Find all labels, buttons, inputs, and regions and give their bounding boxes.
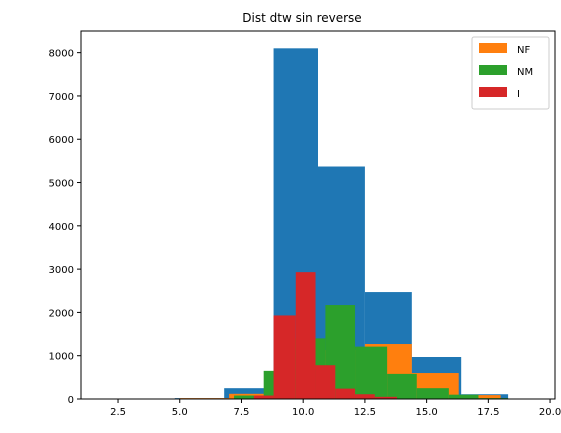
y-tick-label: 6000	[49, 135, 74, 146]
legend-swatch-i	[479, 87, 507, 97]
y-tick-label: 0	[68, 395, 74, 406]
legend-swatch-nm	[479, 65, 507, 75]
chart-title: Dist dtw sin reverse	[242, 11, 361, 25]
bar-nm-7	[416, 388, 449, 399]
y-tick-label: 4000	[49, 222, 74, 233]
x-tick-label: 7.5	[234, 407, 250, 418]
bar-nm-1	[234, 395, 264, 399]
bar-nm-5	[355, 346, 388, 399]
bar-nm-8	[448, 394, 479, 399]
bar-i-1	[253, 395, 274, 399]
bar-nf-6	[458, 395, 501, 399]
legend-label-nm: NM	[517, 67, 533, 78]
x-tick-label: 17.5	[477, 407, 499, 418]
y-axis: 0 1000 2000 3000 4000 5000 6000 7000 8000	[49, 49, 81, 406]
bars-layer	[174, 48, 555, 399]
bar-i-7	[374, 396, 397, 399]
x-tick-label: 10.0	[292, 407, 314, 418]
y-tick-label: 7000	[49, 92, 74, 103]
y-tick-label: 3000	[49, 265, 74, 276]
x-axis: 2.5 5.0 7.5 10.0 12.5 15.0 17.5 20.0	[110, 399, 561, 418]
legend-label-nf: NF	[517, 45, 530, 56]
bar-main-3	[224, 388, 274, 399]
x-tick-label: 15.0	[415, 407, 437, 418]
bar-i-4	[315, 365, 336, 399]
x-tick-label: 2.5	[110, 407, 126, 418]
x-tick-label: 12.5	[354, 407, 376, 418]
y-tick-label: 5000	[49, 179, 74, 190]
bar-i-5	[335, 388, 356, 399]
legend-label-i: I	[517, 89, 520, 100]
bar-i-6	[355, 394, 375, 399]
y-tick-label: 8000	[49, 49, 74, 60]
y-tick-label: 1000	[49, 352, 74, 363]
x-tick-label: 20.0	[539, 407, 561, 418]
legend: NF NM I	[471, 36, 550, 110]
legend-swatch-nf	[479, 43, 507, 53]
bar-i-3	[295, 272, 316, 399]
y-tick-label: 2000	[49, 308, 74, 319]
bar-nm-6	[387, 373, 417, 399]
bar-i-2	[273, 315, 296, 399]
plot-frame	[80, 30, 556, 400]
x-tick-label: 5.0	[172, 407, 188, 418]
